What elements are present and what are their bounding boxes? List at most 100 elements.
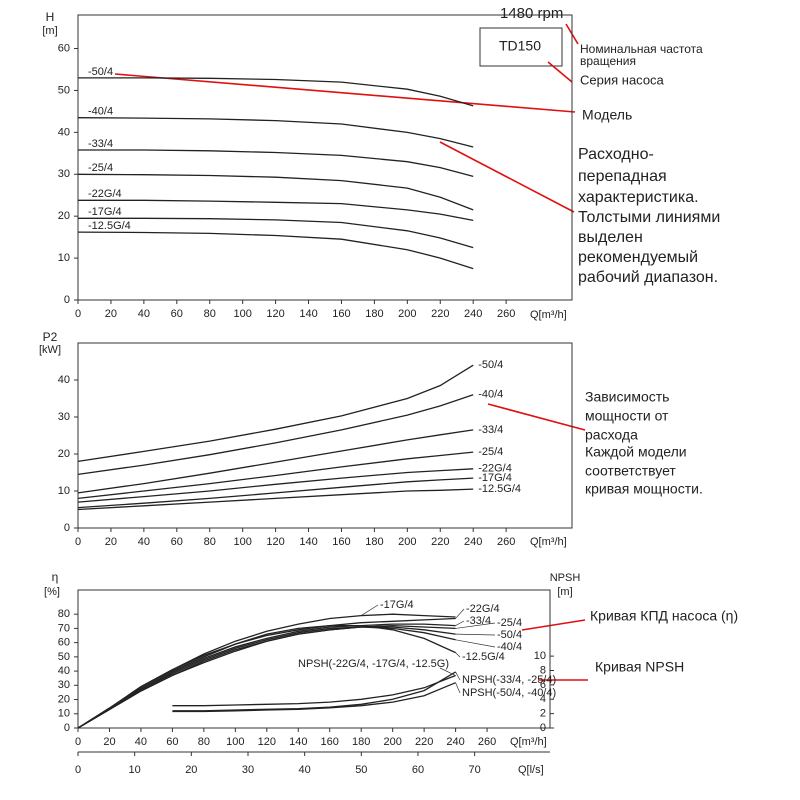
x-tick-label: 20 xyxy=(105,308,117,320)
x-tick-label: 100 xyxy=(233,308,251,320)
label-leader xyxy=(455,639,496,648)
series-label: -33/4 xyxy=(88,138,113,150)
y-tick-label: 40 xyxy=(58,665,70,677)
series-line xyxy=(77,624,456,729)
y-axis-label: η xyxy=(52,570,59,584)
x-axis-label: Q[m³/h] xyxy=(510,736,547,748)
annotation: Толстыми линиями xyxy=(578,209,720,226)
y2-tick-label: 8 xyxy=(540,664,546,676)
y-tick-label: 40 xyxy=(58,374,70,386)
label-leader xyxy=(455,622,496,629)
x-tick-label: 220 xyxy=(415,736,433,748)
series-label: -50/4 xyxy=(478,359,503,371)
annotation: рекомендуемый xyxy=(578,249,698,266)
annotation: Зависимость xyxy=(585,389,669,405)
annotation: характеристика. xyxy=(578,189,699,206)
x-tick-label: 80 xyxy=(204,536,216,548)
x-tick-label: 160 xyxy=(332,308,350,320)
series-line xyxy=(77,477,474,509)
x-tick-label: 80 xyxy=(204,308,216,320)
label-leader xyxy=(455,682,461,694)
annotation: Расходно- xyxy=(578,146,654,163)
plot-frame xyxy=(77,14,573,301)
x-tick-label: 160 xyxy=(321,736,339,748)
x-tick-label: 180 xyxy=(365,536,383,548)
x-tick-label: 20 xyxy=(103,736,115,748)
y-tick-label: 70 xyxy=(58,622,70,634)
pointer xyxy=(521,619,586,631)
x-tick-label: 100 xyxy=(233,536,251,548)
y-tick-label: 0 xyxy=(64,294,70,306)
series-label: -12.5G/4 xyxy=(478,483,521,495)
x2-tick-label: 40 xyxy=(299,764,311,776)
y-tick-label: 30 xyxy=(58,679,70,691)
y-tick-label: 20 xyxy=(58,693,70,705)
y2-tick-label: 2 xyxy=(540,708,546,720)
y-tick-label: 0 xyxy=(64,722,70,734)
annotation: Кривая NPSH xyxy=(595,659,684,675)
pointer xyxy=(114,73,576,113)
y-axis-label: H xyxy=(46,10,55,24)
y-tick-label: 20 xyxy=(58,210,70,222)
series-label: NPSH(-33/4, -25/4) xyxy=(462,674,556,686)
series-line xyxy=(77,468,474,503)
y-tick-label: 30 xyxy=(58,411,70,423)
series-line xyxy=(77,626,456,729)
x-tick-label: 140 xyxy=(289,736,307,748)
x-tick-label: 0 xyxy=(75,736,81,748)
series-label: -25/4 xyxy=(88,162,113,174)
annotation: Номинальная частота xyxy=(580,42,703,56)
series-label: NPSH(-50/4, -40/4) xyxy=(462,687,556,699)
series-line xyxy=(77,488,474,511)
y2-axis-unit: [m] xyxy=(557,586,572,598)
pointer xyxy=(487,403,586,431)
x2-tick-label: 0 xyxy=(75,764,81,776)
y-tick-label: 60 xyxy=(58,42,70,54)
annotation: мощности от xyxy=(585,408,669,424)
series-label: -33/4 xyxy=(478,424,503,436)
series-label: -17G/4 xyxy=(380,599,414,611)
x-tick-label: 60 xyxy=(171,536,183,548)
series-line xyxy=(77,394,474,476)
x-tick-label: 200 xyxy=(398,536,416,548)
annotation: соответствует xyxy=(585,463,676,479)
x-tick-label: 120 xyxy=(266,536,284,548)
series-label: -25/4 xyxy=(497,617,522,629)
series-label: -40/4 xyxy=(88,106,113,118)
x-tick-label: 140 xyxy=(299,308,317,320)
y-tick-label: 50 xyxy=(58,651,70,663)
y2-axis-label: NPSH xyxy=(550,572,581,584)
x-tick-label: 220 xyxy=(431,308,449,320)
x-tick-label: 260 xyxy=(497,308,515,320)
x2-tick-label: 60 xyxy=(412,764,424,776)
series-label: -33/4 xyxy=(466,615,491,627)
x-tick-label: 240 xyxy=(464,308,482,320)
series-line xyxy=(77,231,474,270)
y-axis-unit: [%] xyxy=(44,586,60,598)
series-line xyxy=(77,364,474,463)
annotation: расхода xyxy=(585,427,638,443)
series-label: -50/4 xyxy=(88,66,113,78)
pointer xyxy=(439,141,575,213)
annotation: 1480 rpm xyxy=(500,5,563,22)
annotation: Модель xyxy=(582,107,632,123)
label-leader xyxy=(455,652,461,658)
x-tick-label: 60 xyxy=(166,736,178,748)
y2-tick-label: 10 xyxy=(534,650,546,662)
y2-tick-label: 4 xyxy=(540,693,546,705)
annotation: Каждой модели xyxy=(585,444,687,460)
series-line xyxy=(78,77,474,107)
series-label: NPSH(-22G/4, -17G/4, -12.5G) xyxy=(298,658,449,670)
x-tick-label: 140 xyxy=(299,536,317,548)
series-line xyxy=(78,149,474,178)
x-tick-label: 200 xyxy=(398,308,416,320)
annotation: кривая мощности. xyxy=(585,481,703,497)
y-axis-unit: [m] xyxy=(42,25,57,37)
y-tick-label: 10 xyxy=(58,708,70,720)
series-label: -50/4 xyxy=(497,629,522,641)
x-tick-label: 260 xyxy=(478,736,496,748)
annotation: вращения xyxy=(580,54,636,68)
y-tick-label: 20 xyxy=(58,448,70,460)
label-leader xyxy=(455,620,465,626)
x-tick-label: 220 xyxy=(431,536,449,548)
